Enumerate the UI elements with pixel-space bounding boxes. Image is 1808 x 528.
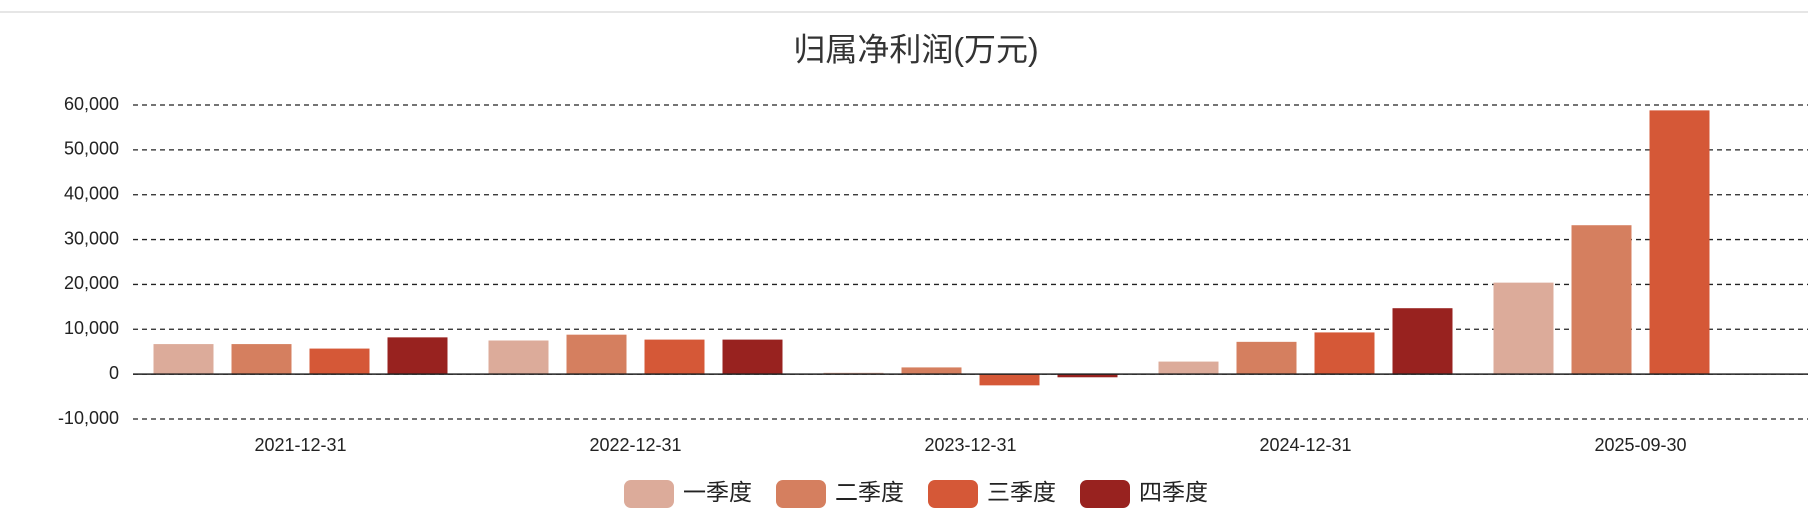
x-tick-label: 2024-12-31 <box>1259 435 1351 455</box>
bar <box>979 374 1040 386</box>
bar <box>231 344 292 375</box>
legend-text: 三季度 <box>987 479 1056 505</box>
bar <box>722 339 783 375</box>
legend-swatch <box>624 480 674 508</box>
bar <box>901 367 962 375</box>
bar <box>1571 225 1632 375</box>
y-tick-label: -10,000 <box>58 408 119 428</box>
bar <box>1392 308 1453 375</box>
legend-text: 二季度 <box>835 479 904 505</box>
bar <box>1314 332 1375 375</box>
x-tick-label: 2025-09-30 <box>1594 435 1686 455</box>
legend-text: 四季度 <box>1139 479 1208 505</box>
y-tick-label: 30,000 <box>64 228 119 248</box>
y-tick-label: 50,000 <box>64 139 119 159</box>
x-tick-label: 2021-12-31 <box>254 435 346 455</box>
y-tick-label: 10,000 <box>64 318 119 338</box>
chart-title: 归属净利润(万元) <box>793 31 1038 67</box>
legend-swatch <box>928 480 978 508</box>
bar <box>644 339 705 375</box>
y-tick-label: 40,000 <box>64 183 119 203</box>
bar <box>1493 282 1554 375</box>
y-tick-label: 20,000 <box>64 273 119 293</box>
legend-swatch <box>1080 480 1130 508</box>
x-tick-label: 2023-12-31 <box>924 435 1016 455</box>
bar <box>387 337 448 375</box>
bar <box>566 334 627 375</box>
bar <box>1158 361 1219 375</box>
bar <box>309 348 370 375</box>
x-tick-label: 2022-12-31 <box>589 435 681 455</box>
bar <box>153 344 214 375</box>
y-tick-label: 60,000 <box>64 94 119 114</box>
bar <box>1057 374 1118 378</box>
bar <box>1649 110 1710 375</box>
legend-swatch <box>776 480 826 508</box>
bar <box>488 340 549 375</box>
y-tick-label: 0 <box>109 363 119 383</box>
legend-text: 一季度 <box>683 479 752 505</box>
bar <box>1236 341 1297 375</box>
